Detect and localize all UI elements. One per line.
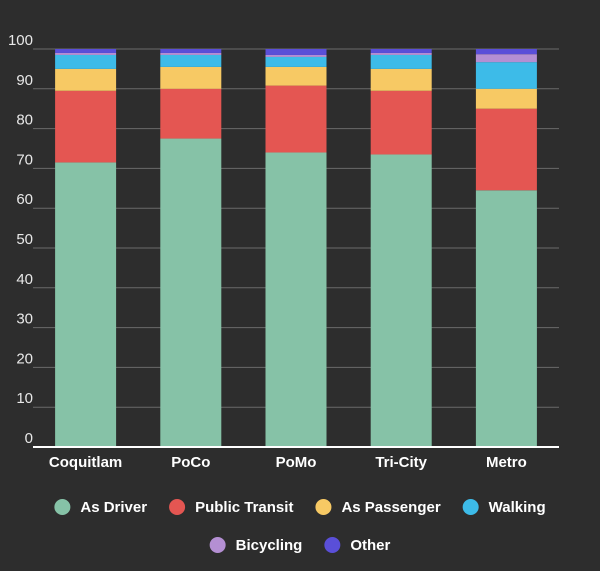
bar-coquitlam-other bbox=[55, 49, 117, 53]
bar-poco-bicycling bbox=[160, 52, 222, 55]
bar-poco-as-passenger bbox=[160, 66, 222, 89]
y-tick-label-100: 100 bbox=[8, 32, 33, 49]
x-tick-label-pomo: PoMo bbox=[276, 454, 317, 471]
legend-item-other: Other bbox=[324, 537, 391, 554]
y-tick-label-70: 70 bbox=[16, 151, 33, 168]
legend-swatch-bicycling bbox=[209, 537, 226, 553]
y-tick-label-90: 90 bbox=[16, 72, 33, 89]
bar-tri-city-bicycling bbox=[370, 52, 432, 55]
x-axis-labels: Coquitlam PoCo PoMo Tri-City Metro bbox=[49, 454, 527, 471]
y-tick-label-20: 20 bbox=[16, 350, 33, 367]
bar-tri-city-as-passenger bbox=[370, 68, 432, 91]
bar-poco-public-transit bbox=[160, 88, 222, 139]
bar-pomo-walking bbox=[265, 56, 327, 67]
bar-pomo-public-transit bbox=[265, 85, 327, 153]
legend-item-as-passenger: As Passenger bbox=[315, 499, 441, 516]
legend: As Driver Public Transit As Passenger Walki… bbox=[54, 499, 546, 554]
x-tick-label-tri-city: Tri-City bbox=[375, 454, 427, 471]
bar-coquitlam-walking bbox=[55, 54, 117, 69]
bar-coquitlam-bicycling bbox=[55, 52, 117, 55]
x-tick-label-metro: Metro bbox=[486, 454, 527, 471]
y-tick-label-40: 40 bbox=[16, 271, 33, 288]
bar-metro-other bbox=[475, 49, 537, 55]
legend-item-as-driver: As Driver bbox=[54, 499, 147, 516]
bars bbox=[55, 49, 537, 448]
legend-row-1: As Driver Public Transit As Passenger Walki… bbox=[54, 499, 546, 516]
legend-label-walking: Walking bbox=[489, 499, 546, 516]
bar-metro-as-passenger bbox=[475, 88, 537, 109]
bar-metro-walking bbox=[475, 62, 537, 89]
bar-coquitlam-as-driver bbox=[55, 162, 117, 447]
bar-tri-city-walking bbox=[370, 54, 432, 69]
bar-metro-public-transit bbox=[475, 108, 537, 191]
legend-label-as-passenger: As Passenger bbox=[341, 499, 440, 516]
bar-tri-city-public-transit bbox=[370, 90, 432, 155]
bar-pomo-bicycling bbox=[265, 54, 327, 57]
legend-label-as-driver: As Driver bbox=[80, 499, 147, 516]
bar-pomo-as-driver bbox=[265, 152, 327, 448]
legend-label-public-transit: Public Transit bbox=[195, 499, 293, 516]
bar-metro-as-driver bbox=[475, 190, 537, 448]
bar-coquitlam-public-transit bbox=[55, 90, 117, 163]
y-tick-label-0: 0 bbox=[25, 430, 33, 447]
legend-swatch-other bbox=[324, 537, 341, 553]
bar-poco-other bbox=[160, 49, 222, 53]
legend-swatch-walking bbox=[462, 499, 479, 515]
legend-swatch-as-passenger bbox=[315, 499, 332, 515]
legend-swatch-public-transit bbox=[169, 499, 186, 515]
legend-item-bicycling: Bicycling bbox=[209, 537, 303, 554]
y-tick-label-30: 30 bbox=[16, 311, 33, 328]
bar-tri-city-other bbox=[370, 49, 432, 53]
bar-tri-city-as-driver bbox=[370, 154, 432, 447]
bar-pomo-other bbox=[265, 49, 327, 55]
bar-pomo-as-passenger bbox=[265, 66, 327, 86]
legend-item-public-transit: Public Transit bbox=[169, 499, 293, 516]
x-tick-label-poco: PoCo bbox=[171, 454, 210, 471]
bar-metro-bicycling bbox=[475, 54, 537, 63]
x-tick-label-coquitlam: Coquitlam bbox=[49, 454, 122, 471]
legend-row-2: Bicycling Other bbox=[209, 537, 391, 554]
y-tick-label-80: 80 bbox=[16, 112, 33, 129]
y-tick-label-60: 60 bbox=[16, 191, 33, 208]
legend-swatch-as-driver bbox=[54, 499, 71, 515]
bar-poco-walking bbox=[160, 54, 222, 67]
bar-poco-as-driver bbox=[160, 138, 222, 448]
y-tick-label-10: 10 bbox=[16, 390, 33, 407]
y-tick-label-50: 50 bbox=[16, 231, 33, 248]
bar-coquitlam-as-passenger bbox=[55, 68, 117, 91]
legend-item-walking: Walking bbox=[462, 499, 546, 516]
y-axis-ticks: 0 10 20 30 40 50 60 70 80 90 100 bbox=[8, 32, 33, 447]
legend-label-other: Other bbox=[350, 537, 390, 554]
legend-label-bicycling: Bicycling bbox=[236, 537, 303, 554]
